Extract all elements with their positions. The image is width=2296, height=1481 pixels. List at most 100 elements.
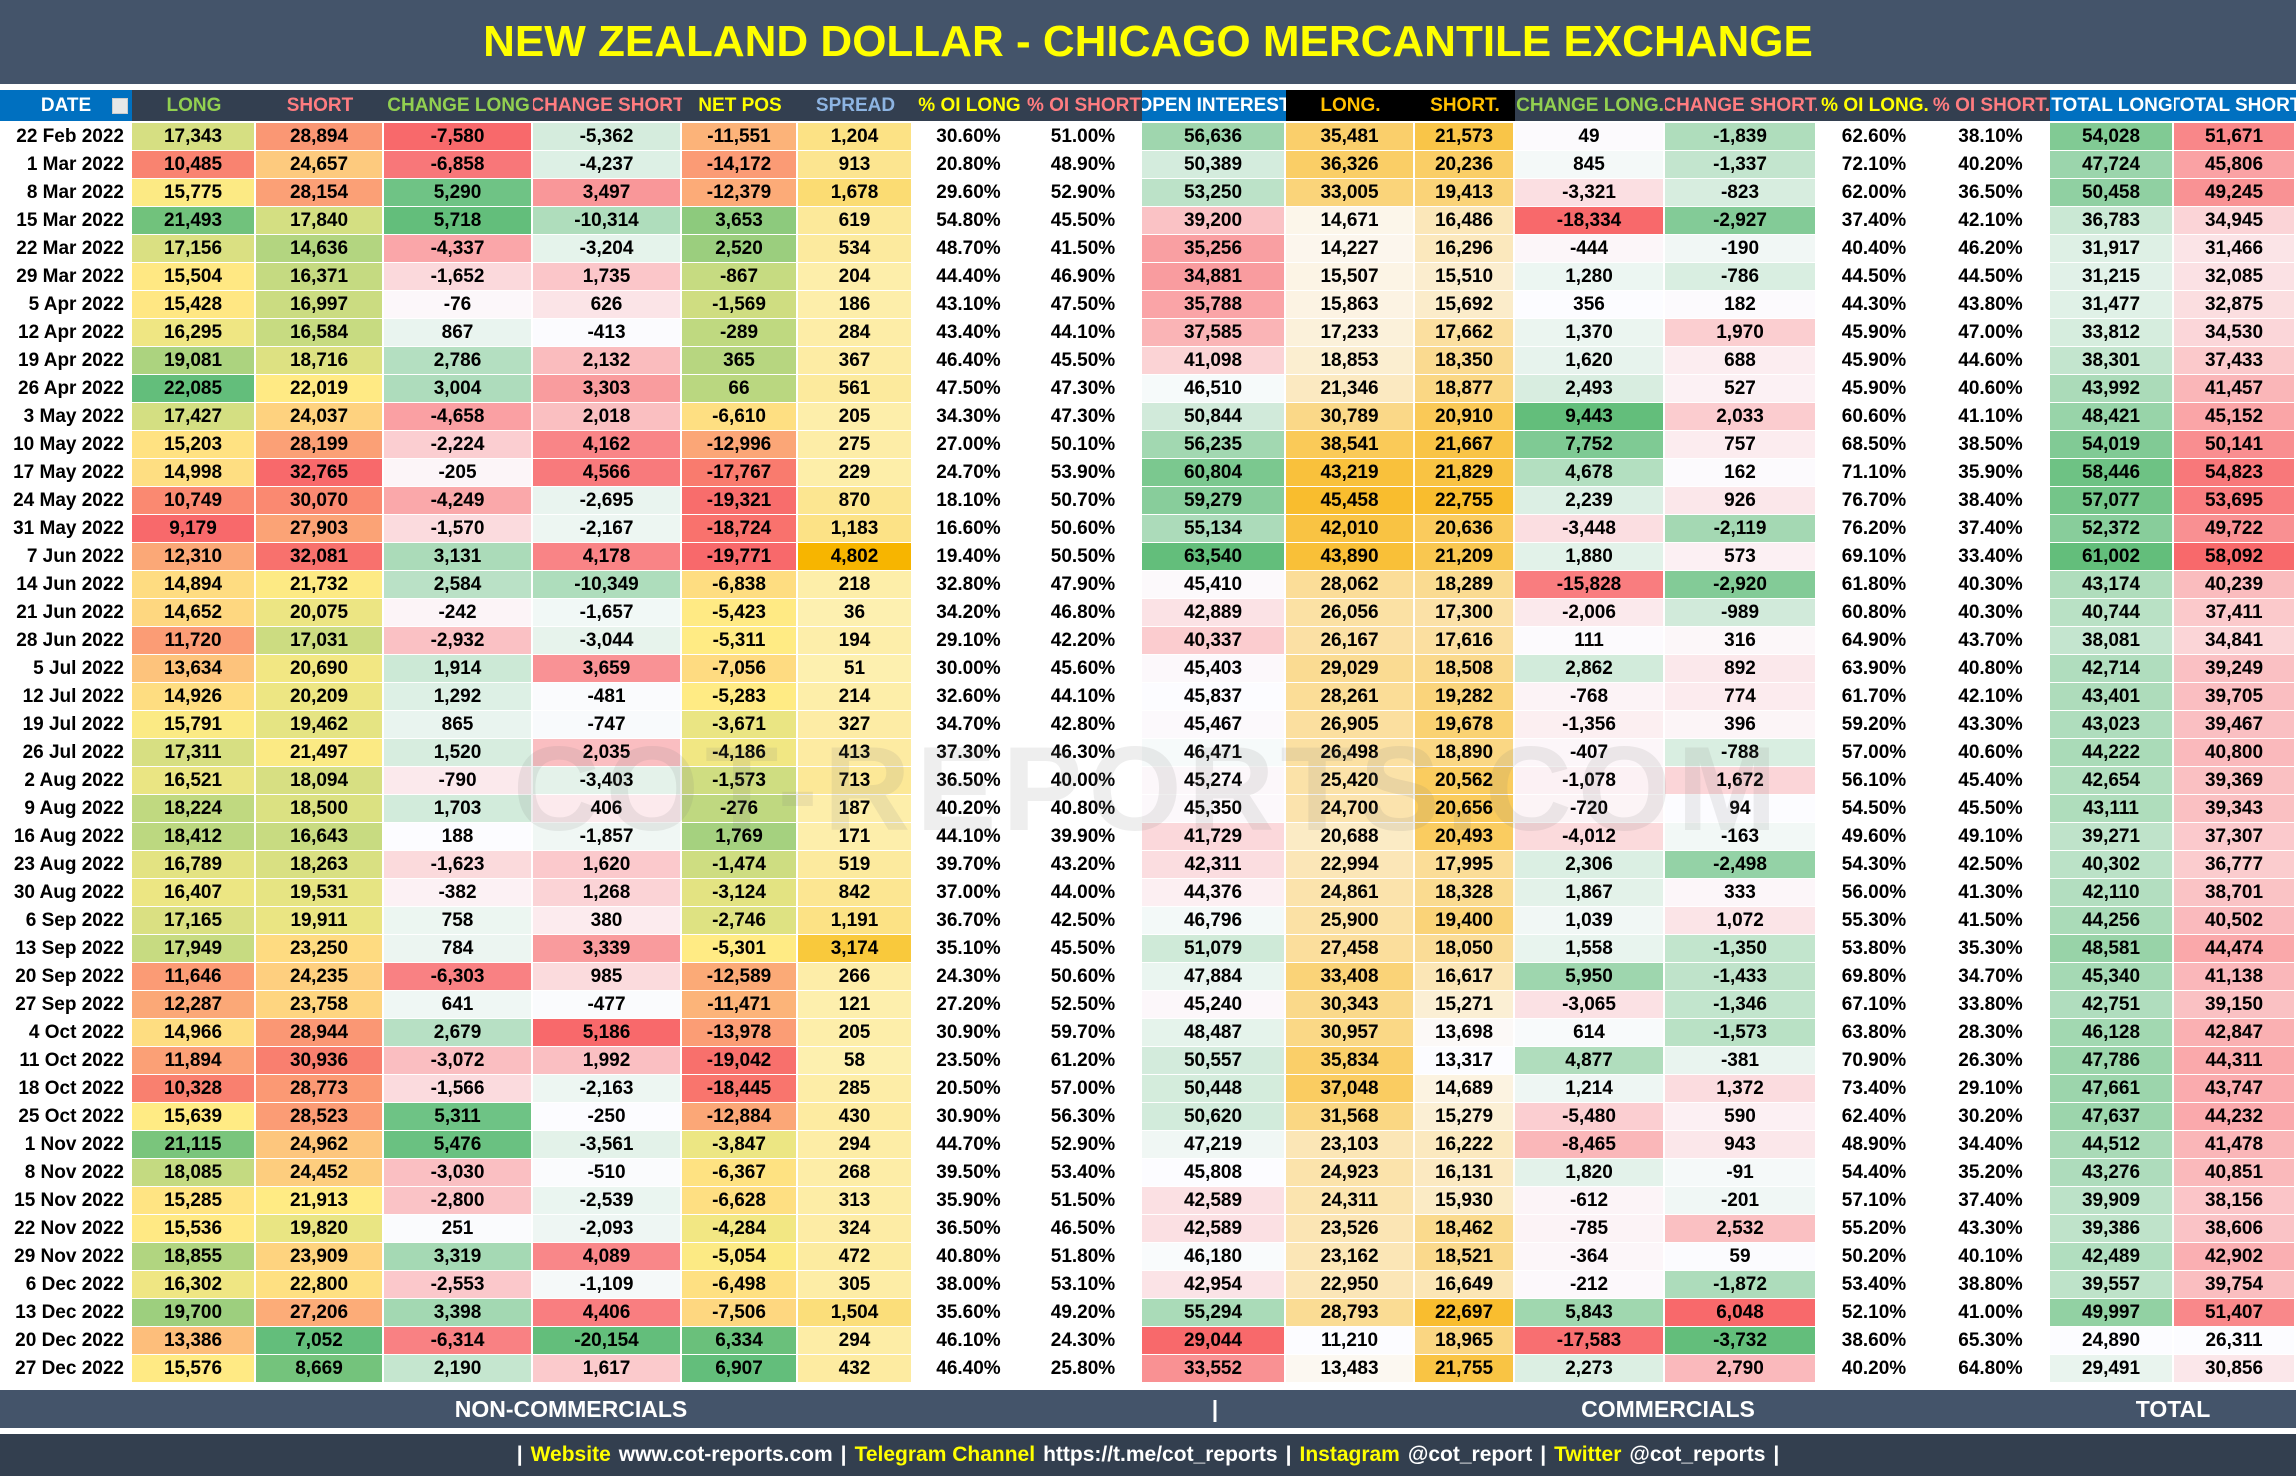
value-cell: 913 (798, 151, 911, 178)
value-cell: 76.20% (1817, 515, 1931, 542)
value-cell: 60.60% (1817, 403, 1931, 430)
value-cell: 36 (798, 599, 911, 626)
value-cell: 24,962 (256, 1131, 382, 1158)
value-cell: 20.50% (913, 1075, 1024, 1102)
value-cell: 14,894 (132, 571, 254, 598)
value-cell: -382 (384, 879, 531, 906)
value-cell: 194 (798, 627, 911, 654)
value-cell: 5,950 (1515, 963, 1663, 990)
value-cell: -18,334 (1515, 207, 1663, 234)
value-cell: 15,863 (1286, 291, 1413, 318)
value-cell: 39,386 (2050, 1215, 2172, 1242)
value-cell: 17,165 (132, 907, 254, 934)
date-cell: 10 May 2022 (0, 431, 130, 458)
value-cell: 24,235 (256, 963, 382, 990)
value-cell: 39.70% (913, 851, 1024, 878)
column-header: % OI SHORT. (1933, 90, 2050, 121)
value-cell: 6,334 (682, 1327, 796, 1354)
value-cell: 42,714 (2050, 655, 2172, 682)
link-value[interactable]: www.cot-reports.com (618, 1443, 833, 1466)
value-cell: -20,154 (533, 1327, 680, 1354)
value-cell: 53.10% (1026, 1271, 1140, 1298)
value-cell: -76 (384, 291, 531, 318)
link-separator: | (1285, 1443, 1292, 1466)
value-cell: -5,054 (682, 1243, 796, 1270)
value-cell: 275 (798, 431, 911, 458)
value-cell: 53.80% (1817, 935, 1931, 962)
date-cell: 26 Jul 2022 (0, 739, 130, 766)
link-value[interactable]: @cot_reports (1629, 1443, 1766, 1466)
date-cell: 12 Apr 2022 (0, 319, 130, 346)
value-cell: 36.50% (913, 1215, 1024, 1242)
value-cell: -6,498 (682, 1271, 796, 1298)
date-cell: 8 Nov 2022 (0, 1159, 130, 1186)
value-cell: 43.20% (1026, 851, 1140, 878)
value-cell: 17,616 (1415, 627, 1513, 654)
value-cell: 73.40% (1817, 1075, 1931, 1102)
value-cell: 17,156 (132, 235, 254, 262)
value-cell: 22,994 (1286, 851, 1413, 878)
value-cell: 24.70% (913, 459, 1024, 486)
link-value[interactable]: @cot_report (1407, 1443, 1533, 1466)
value-cell: -5,480 (1515, 1103, 1663, 1130)
value-cell: 45.90% (1817, 375, 1931, 402)
value-cell: 41,457 (2174, 375, 2294, 402)
value-cell: 54.50% (1817, 795, 1931, 822)
value-cell: 51 (798, 655, 911, 682)
value-cell: -3,124 (682, 879, 796, 906)
value-cell: 47.50% (1026, 291, 1140, 318)
value-cell: 17,427 (132, 403, 254, 430)
value-cell: -190 (1665, 235, 1815, 262)
value-cell: 24,037 (256, 403, 382, 430)
value-cell: 18,500 (256, 795, 382, 822)
value-cell: 37,585 (1142, 319, 1284, 346)
value-cell: 1,678 (798, 179, 911, 206)
value-cell: 18,224 (132, 795, 254, 822)
value-cell: 19,531 (256, 879, 382, 906)
date-cell: 12 Jul 2022 (0, 683, 130, 710)
value-cell: 47.30% (1026, 403, 1140, 430)
value-cell: 11,720 (132, 627, 254, 654)
value-cell: 2,190 (384, 1355, 531, 1382)
value-cell: 396 (1665, 711, 1815, 738)
value-cell: 18,890 (1415, 739, 1513, 766)
value-cell: -477 (533, 991, 680, 1018)
table: DATE LONG SHORT CHANGE LONG CHANGE SHORT NET … (0, 90, 2296, 1382)
value-cell: 1,735 (533, 263, 680, 290)
value-cell: 40,800 (2174, 739, 2294, 766)
value-cell: 18,412 (132, 823, 254, 850)
value-cell: 94 (1665, 795, 1815, 822)
value-cell: -1,573 (1665, 1019, 1815, 1046)
value-cell: 24,890 (2050, 1327, 2172, 1354)
filter-button[interactable] (112, 98, 128, 114)
value-cell: 42,902 (2174, 1243, 2294, 1270)
value-cell: 54,019 (2050, 431, 2172, 458)
value-cell: 44.70% (913, 1131, 1024, 1158)
value-cell: 30,789 (1286, 403, 1413, 430)
value-cell: 59,279 (1142, 487, 1284, 514)
value-cell: 842 (798, 879, 911, 906)
value-cell: 1,039 (1515, 907, 1663, 934)
value-cell: 19,820 (256, 1215, 382, 1242)
value-cell: 35,834 (1286, 1047, 1413, 1074)
value-cell: 14,926 (132, 683, 254, 710)
value-cell: 16,131 (1415, 1159, 1513, 1186)
value-cell: -1,569 (682, 291, 796, 318)
value-cell: 68.50% (1817, 431, 1931, 458)
value-cell: 21,573 (1415, 123, 1513, 150)
value-cell: 51,671 (2174, 123, 2294, 150)
value-cell: 266 (798, 963, 911, 990)
column-header: DATE (0, 90, 132, 121)
link-value[interactable]: https://t.me/cot_reports (1043, 1443, 1278, 1466)
value-cell: 57.00% (1817, 739, 1931, 766)
value-cell: 31,215 (2050, 263, 2172, 290)
value-cell: 20.80% (913, 151, 1024, 178)
value-cell: 18,855 (132, 1243, 254, 1270)
value-cell: 182 (1665, 291, 1815, 318)
value-cell: -12,589 (682, 963, 796, 990)
value-cell: 590 (1665, 1103, 1815, 1130)
value-cell: 356 (1515, 291, 1663, 318)
value-cell: 34,945 (2174, 207, 2294, 234)
footer-section: TOTAL (2135, 1395, 2211, 1422)
value-cell: 18,965 (1415, 1327, 1513, 1354)
